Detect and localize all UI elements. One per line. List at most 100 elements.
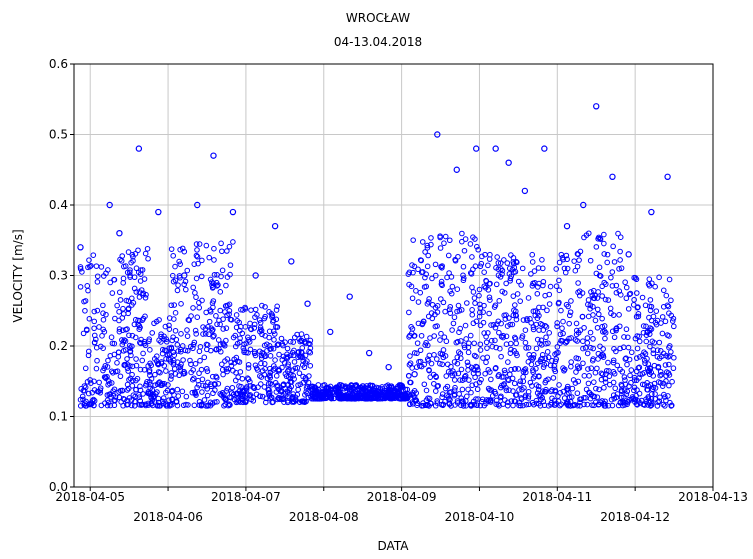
data-point bbox=[657, 394, 663, 401]
data-point bbox=[377, 395, 383, 402]
data-point bbox=[534, 284, 541, 290]
data-point bbox=[406, 373, 412, 379]
data-point bbox=[447, 396, 453, 403]
data-point bbox=[385, 394, 391, 400]
data-point bbox=[617, 257, 623, 263]
data-point bbox=[440, 299, 447, 306]
data-point bbox=[77, 264, 84, 270]
data-point bbox=[658, 320, 664, 326]
data-point bbox=[274, 324, 281, 330]
data-point bbox=[100, 316, 107, 323]
data-point bbox=[194, 314, 201, 320]
data-point bbox=[590, 336, 596, 342]
data-point bbox=[652, 391, 658, 397]
data-point bbox=[421, 284, 428, 290]
data-point bbox=[593, 385, 599, 392]
x-tick-label: 2018-04-10 bbox=[445, 510, 515, 524]
data-point bbox=[334, 384, 340, 390]
data-point bbox=[411, 333, 417, 339]
data-point bbox=[587, 344, 594, 351]
data-point bbox=[347, 384, 353, 390]
data-point bbox=[429, 301, 436, 308]
data-point bbox=[104, 402, 111, 409]
data-point bbox=[223, 302, 229, 309]
data-point bbox=[595, 350, 602, 357]
data-point bbox=[633, 377, 640, 384]
data-point bbox=[531, 268, 538, 274]
data-point bbox=[303, 385, 310, 391]
data-point bbox=[503, 341, 510, 348]
data-point bbox=[191, 339, 198, 346]
data-point bbox=[396, 382, 403, 388]
data-point bbox=[507, 321, 513, 328]
data-point bbox=[177, 246, 183, 253]
data-point bbox=[503, 280, 509, 287]
data-point bbox=[602, 335, 608, 342]
data-point bbox=[109, 290, 116, 296]
data-point bbox=[182, 278, 189, 285]
data-point bbox=[390, 388, 396, 395]
data-point bbox=[574, 338, 580, 344]
data-point bbox=[469, 254, 475, 260]
data-point bbox=[442, 233, 449, 240]
data-point bbox=[601, 231, 607, 238]
data-point bbox=[574, 402, 581, 409]
data-point bbox=[663, 292, 670, 299]
data-point bbox=[251, 349, 258, 355]
data-point bbox=[504, 402, 511, 409]
data-point bbox=[595, 356, 601, 362]
data-point bbox=[224, 356, 231, 362]
data-point bbox=[228, 362, 235, 369]
data-point bbox=[457, 377, 463, 383]
data-point bbox=[174, 341, 181, 348]
data-point bbox=[295, 349, 302, 355]
data-point bbox=[130, 392, 137, 399]
data-point bbox=[627, 290, 634, 297]
data-point bbox=[92, 336, 99, 343]
data-point bbox=[454, 360, 461, 367]
data-point bbox=[477, 347, 484, 353]
data-point bbox=[180, 357, 186, 363]
data-point bbox=[527, 379, 534, 386]
data-point bbox=[602, 379, 609, 385]
data-point bbox=[133, 377, 139, 384]
data-point bbox=[449, 327, 455, 333]
data-point bbox=[479, 396, 486, 403]
data-point bbox=[481, 283, 488, 290]
data-point bbox=[184, 267, 191, 274]
data-point bbox=[86, 257, 92, 263]
data-point bbox=[176, 258, 182, 265]
data-point bbox=[111, 397, 117, 404]
data-point bbox=[599, 293, 605, 299]
data-point bbox=[520, 374, 526, 380]
data-point bbox=[223, 388, 230, 394]
data-point bbox=[163, 338, 170, 345]
data-point bbox=[460, 403, 467, 409]
data-point bbox=[462, 398, 469, 404]
data-point bbox=[532, 373, 538, 379]
data-point bbox=[217, 307, 224, 314]
data-point bbox=[132, 316, 139, 323]
data-point bbox=[173, 336, 180, 343]
data-point bbox=[154, 389, 160, 395]
data-point bbox=[631, 377, 638, 383]
data-point-peak bbox=[271, 222, 279, 230]
data-point bbox=[540, 327, 547, 333]
data-point bbox=[456, 349, 462, 355]
data-point bbox=[540, 388, 546, 394]
data-point bbox=[193, 252, 200, 259]
data-point bbox=[625, 334, 631, 341]
data-point bbox=[158, 331, 164, 338]
data-point bbox=[137, 383, 143, 390]
data-point bbox=[507, 277, 513, 284]
data-point bbox=[626, 383, 632, 390]
y-tick-label: 0.6 bbox=[49, 57, 68, 71]
data-point bbox=[155, 395, 162, 402]
data-point bbox=[509, 266, 516, 273]
data-point bbox=[643, 338, 650, 345]
data-point bbox=[133, 356, 139, 362]
data-point bbox=[633, 313, 640, 320]
data-point bbox=[139, 357, 146, 364]
data-point bbox=[627, 372, 633, 379]
